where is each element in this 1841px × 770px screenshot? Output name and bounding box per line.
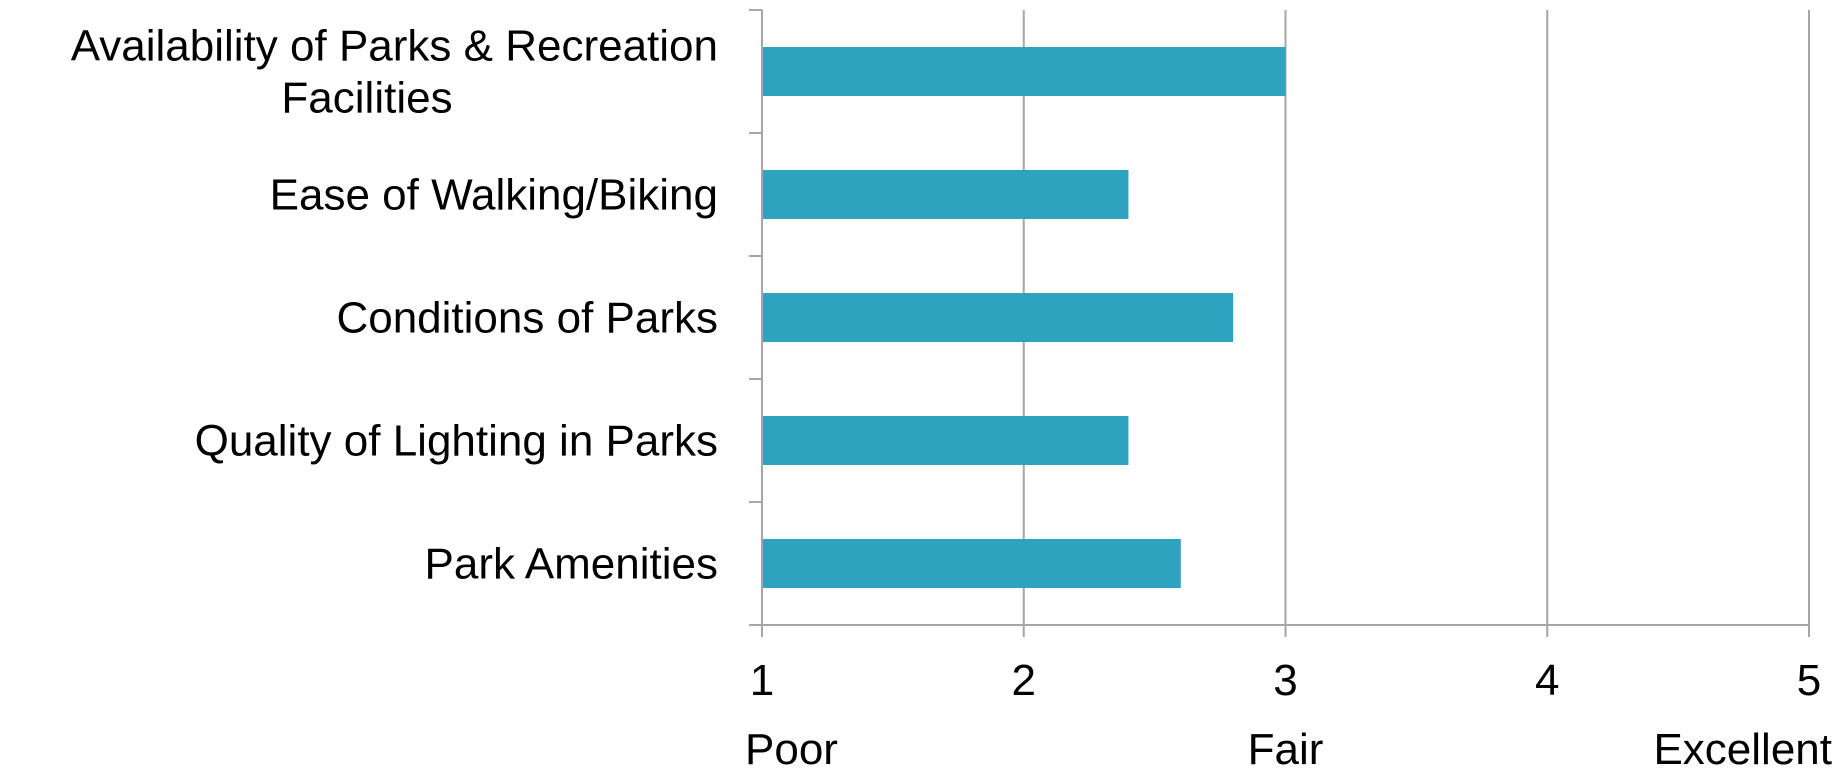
labels: Availability of Parks & Recreation Facili… <box>71 22 1832 770</box>
scale-label-fair: Fair <box>1248 725 1324 770</box>
bar-4 <box>762 539 1181 588</box>
category-label-2: Conditions of Parks <box>336 294 718 343</box>
x-tick-label-5: 5 <box>1797 656 1821 705</box>
scale-label-excellent: Excellent <box>1653 725 1832 770</box>
scale-label-poor: Poor <box>745 725 838 770</box>
category-label-4: Park Amenities <box>425 540 718 589</box>
bar-2 <box>762 293 1234 342</box>
x-tick-label-1: 1 <box>750 656 774 705</box>
category-label-3: Quality of Lighting in Parks <box>195 417 718 466</box>
x-tick-label-2: 2 <box>1012 656 1036 705</box>
category-label-1: Ease of Walking/Biking <box>270 171 718 220</box>
bars <box>762 47 1286 588</box>
axes <box>749 9 1809 637</box>
bar-0 <box>762 47 1286 96</box>
category-label-0: Availability of Parks & Recreation Facili… <box>71 22 718 123</box>
bar-3 <box>762 416 1129 465</box>
x-tick-label-4: 4 <box>1535 656 1559 705</box>
x-tick-label-3: 3 <box>1273 656 1297 705</box>
bar-1 <box>762 170 1129 219</box>
